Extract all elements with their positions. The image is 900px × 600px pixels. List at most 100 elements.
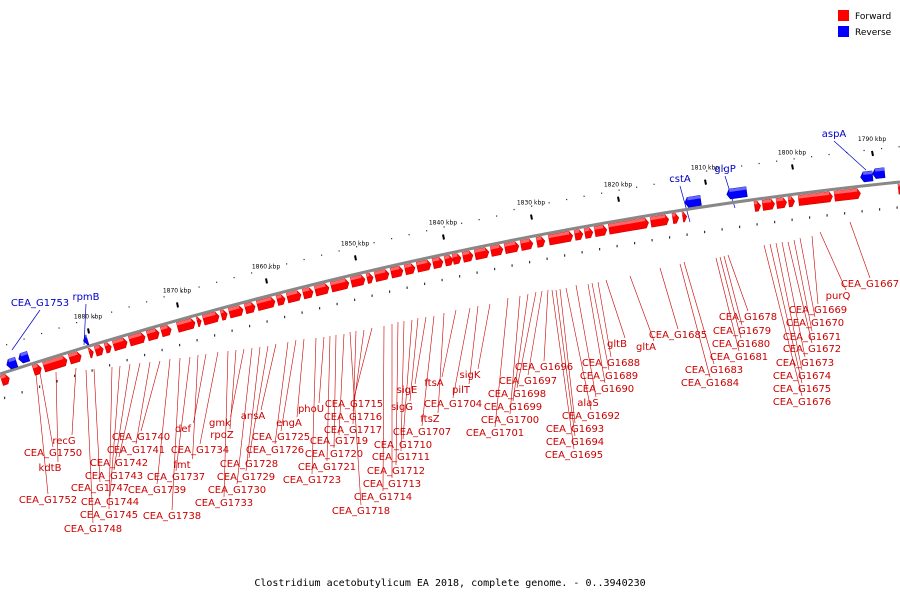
forward-gene[interactable] (255, 296, 276, 311)
gene-label-forward[interactable]: CEA_G1739 (128, 485, 186, 496)
gene-label-forward[interactable]: CEA_G1701 (466, 428, 524, 439)
forward-gene[interactable] (535, 236, 546, 248)
forward-gene[interactable] (753, 200, 761, 212)
forward-gene[interactable] (451, 253, 462, 265)
gene-label-forward[interactable]: CEA_G1734 (171, 445, 229, 456)
gene-label-reverse[interactable]: rpmB (72, 292, 99, 303)
gene-label-forward[interactable]: CEA_G1723 (283, 475, 341, 486)
forward-gene[interactable] (67, 351, 82, 365)
gene-label-forward[interactable]: pilT (452, 385, 471, 396)
gene-label-forward[interactable]: recG (52, 436, 75, 447)
gene-label-forward[interactable]: CEA_G1675 (773, 384, 831, 395)
gene-label-forward[interactable]: CEA_G1676 (773, 397, 831, 408)
gene-label-forward[interactable]: CEA_G1673 (776, 358, 834, 369)
gene-label-forward[interactable]: kdtB (39, 463, 62, 474)
gene-label-forward[interactable]: ftsZ (420, 414, 439, 425)
gene-label-forward[interactable]: def (175, 424, 192, 435)
forward-gene[interactable] (159, 324, 172, 338)
forward-gene[interactable] (775, 197, 787, 209)
gene-label-forward[interactable]: purQ (826, 291, 851, 302)
gene-label-forward[interactable]: ansA (241, 411, 266, 422)
gene-label-forward[interactable]: sigE (397, 385, 418, 396)
gene-label-forward[interactable]: CEA_G1672 (783, 344, 841, 355)
forward-gene[interactable] (349, 274, 366, 288)
gene-label-forward[interactable]: CEA_G1716 (324, 412, 382, 423)
forward-gene[interactable] (285, 290, 302, 304)
reverse-gene[interactable] (17, 351, 31, 364)
gene-label-reverse[interactable]: glgP (714, 164, 736, 175)
forward-gene[interactable] (127, 332, 146, 347)
gene-label-forward[interactable]: CEA_G1740 (112, 432, 170, 443)
reverse-gene[interactable] (872, 167, 886, 179)
forward-gene[interactable] (573, 229, 584, 241)
gene-label-forward[interactable]: CEA_G1745 (80, 510, 138, 521)
forward-gene[interactable] (519, 238, 534, 251)
gene-label-forward[interactable]: CEA_G1670 (786, 318, 844, 329)
forward-gene[interactable] (329, 278, 350, 293)
reverse-gene[interactable] (860, 170, 874, 183)
forward-gene[interactable] (275, 294, 286, 306)
gene-label-forward[interactable]: CEA_G1707 (393, 427, 451, 438)
gene-label-forward[interactable]: rpoZ (210, 430, 234, 441)
gene-label-forward[interactable]: CEA_G1685 (649, 330, 707, 341)
gene-label-forward[interactable]: CEA_G1719 (310, 436, 368, 447)
gene-label-forward[interactable]: sigK (460, 370, 481, 381)
forward-gene[interactable] (649, 214, 670, 228)
gene-label-forward[interactable]: CEA_G1726 (246, 445, 304, 456)
gene-label-reverse[interactable]: aspA (822, 129, 847, 140)
forward-gene[interactable] (389, 265, 404, 279)
gene-label-forward[interactable]: CEA_G1714 (354, 492, 412, 503)
gene-label-forward[interactable]: CEA_G1678 (719, 312, 777, 323)
gene-label-forward[interactable]: CEA_G1684 (681, 378, 739, 389)
gene-label-forward[interactable]: CEA_G1690 (576, 384, 634, 395)
forward-gene[interactable] (93, 344, 105, 357)
forward-gene[interactable] (415, 259, 432, 273)
forward-gene[interactable] (111, 337, 128, 352)
gene-label-forward[interactable]: CEA_G1718 (332, 506, 390, 517)
forward-gene[interactable] (373, 269, 390, 282)
gene-label-forward[interactable]: CEA_G1671 (783, 332, 841, 343)
gene-label-reverse[interactable]: CEA_G1753 (11, 298, 69, 309)
gene-label-forward[interactable]: gltB (607, 339, 627, 350)
gene-label-forward[interactable]: engA (276, 418, 302, 429)
gene-label-forward[interactable]: gmk (209, 418, 231, 429)
gene-label-forward[interactable]: CEA_G1715 (325, 399, 383, 410)
gene-label-forward[interactable]: CEA_G1680 (712, 339, 770, 350)
gene-label-forward[interactable]: CEA_G1721 (298, 462, 356, 473)
forward-gene[interactable] (195, 316, 203, 328)
gene-label-forward[interactable]: ftsA (424, 378, 443, 389)
gene-label-forward[interactable]: CEA_G1747 (71, 483, 129, 494)
gene-label-forward[interactable]: CEA_G1750 (24, 448, 82, 459)
gene-label-forward[interactable]: CEA_G1725 (252, 432, 310, 443)
gene-label-forward[interactable]: CEA_G1728 (220, 459, 278, 470)
forward-gene[interactable] (797, 191, 833, 206)
gene-label-forward[interactable]: phoU (298, 404, 324, 415)
forward-gene[interactable] (593, 224, 608, 238)
forward-gene[interactable] (175, 318, 196, 333)
gene-label-forward[interactable]: CEA_G1689 (580, 371, 638, 382)
gene-label-forward[interactable]: CEA_G1713 (363, 479, 421, 490)
reverse-gene[interactable] (684, 195, 702, 208)
forward-gene[interactable] (503, 241, 520, 254)
gene-label-forward[interactable]: CEA_G1742 (90, 458, 148, 469)
gene-label-forward[interactable]: CEA_G1692 (562, 411, 620, 422)
forward-gene[interactable] (583, 227, 594, 239)
gene-label-forward[interactable]: CEA_G1743 (85, 471, 143, 482)
reverse-gene[interactable] (82, 334, 90, 346)
forward-gene[interactable] (833, 188, 861, 202)
gene-label-forward[interactable]: CEA_G1738 (143, 511, 201, 522)
gene-label-forward[interactable]: CEA_G1729 (217, 472, 275, 483)
forward-gene[interactable] (87, 347, 95, 359)
forward-gene[interactable] (243, 302, 256, 315)
forward-gene[interactable] (547, 231, 574, 246)
forward-gene[interactable] (489, 244, 504, 257)
forward-gene[interactable] (473, 247, 490, 261)
forward-gene[interactable] (461, 250, 474, 263)
gene-label-forward[interactable]: CEA_G1679 (713, 326, 771, 337)
forward-gene[interactable] (227, 305, 244, 319)
gene-label-forward[interactable]: CEA_G1730 (208, 485, 266, 496)
gene-label-forward[interactable]: CEA_G1744 (81, 497, 139, 508)
gene-label-forward[interactable]: alaS (577, 398, 598, 409)
gene-label-forward[interactable]: CEA_G1667 (841, 279, 899, 290)
